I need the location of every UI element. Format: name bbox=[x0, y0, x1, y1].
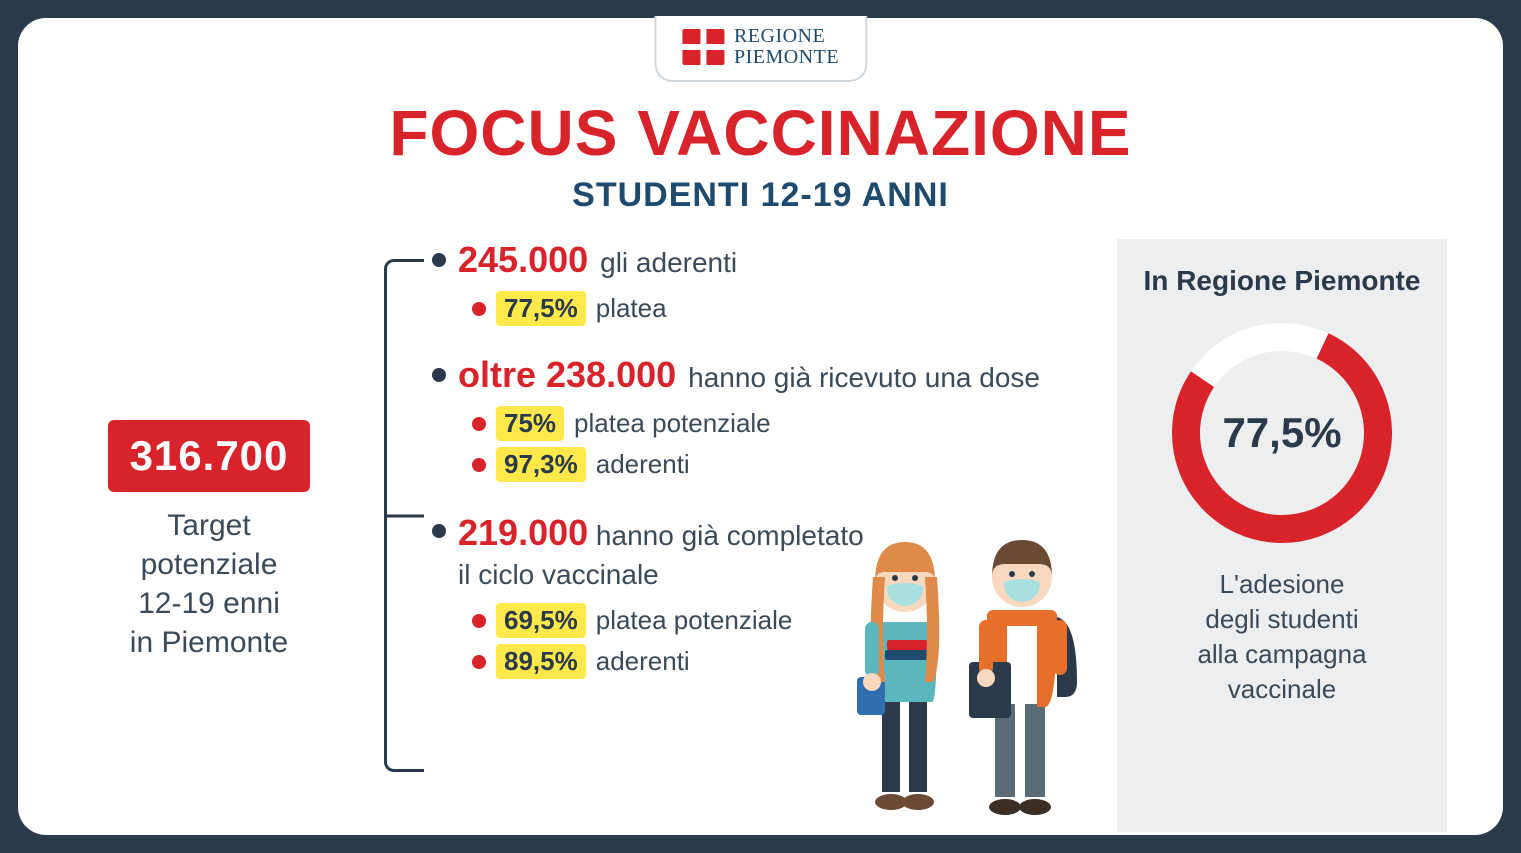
side-panel: In Regione Piemonte 77,5% L'adesionedegl… bbox=[1117, 239, 1447, 832]
target-badge: 316.700 bbox=[108, 420, 311, 492]
logo-text: REGIONE PIEMONTE bbox=[734, 26, 839, 68]
percent-highlight: 75% bbox=[496, 406, 564, 441]
donut-label: 77,5% bbox=[1172, 323, 1392, 543]
stat-strong: 219.000 bbox=[458, 512, 588, 553]
stat-sub-row: 75% platea potenziale bbox=[472, 406, 1077, 441]
stat-rest: gli aderenti bbox=[600, 247, 737, 279]
title-sub: STUDENTI 12-19 ANNI bbox=[18, 176, 1503, 215]
side-desc: L'adesionedegli studentialla campagnavac… bbox=[1197, 567, 1366, 707]
stat-item-head: oltre 238.000 hanno già ricevuto una dose bbox=[432, 354, 1077, 396]
stat-strong: oltre 238.000 bbox=[458, 354, 676, 396]
students-illustration bbox=[837, 522, 1097, 832]
percent-highlight: 97,3% bbox=[496, 447, 586, 482]
stat-sub-row: 97,3% aderenti bbox=[472, 447, 1077, 482]
percent-label: platea potenziale bbox=[596, 605, 793, 636]
percent-label: platea bbox=[596, 293, 667, 324]
stat-sub-row: 77,5% platea bbox=[472, 291, 1077, 326]
flag-icon bbox=[682, 29, 724, 65]
stat-sub-list: 75% platea potenziale 97,3% aderenti bbox=[472, 406, 1077, 482]
logo-line-1: REGIONE bbox=[734, 26, 839, 47]
donut-chart: 77,5% bbox=[1172, 323, 1392, 543]
title-main: FOCUS VACCINAZIONE bbox=[18, 96, 1503, 170]
logo-line-2: PIEMONTE bbox=[734, 47, 839, 68]
percent-highlight: 89,5% bbox=[496, 644, 586, 679]
percent-highlight: 69,5% bbox=[496, 603, 586, 638]
frame: REGIONE PIEMONTE FOCUS VACCINAZIONE STUD… bbox=[0, 0, 1521, 853]
stat-strong: 245.000 bbox=[458, 239, 588, 281]
stat-sub-list: 77,5% platea bbox=[472, 291, 1077, 326]
percent-highlight: 77,5% bbox=[496, 291, 586, 326]
target-desc: Targetpotenziale12-19 enniin Piemonte bbox=[130, 506, 288, 662]
percent-label: platea potenziale bbox=[574, 408, 771, 439]
stat-item: 245.000 gli aderenti 77,5% platea bbox=[432, 239, 1077, 326]
stat-rest: hanno già ricevuto una dose bbox=[688, 362, 1040, 394]
percent-label: aderenti bbox=[596, 449, 690, 480]
logo-tab: REGIONE PIEMONTE bbox=[654, 16, 867, 82]
card: REGIONE PIEMONTE FOCUS VACCINAZIONE STUD… bbox=[18, 18, 1503, 835]
side-title: In Regione Piemonte bbox=[1144, 265, 1421, 297]
stat-item: oltre 238.000 hanno già ricevuto una dose… bbox=[432, 354, 1077, 482]
content: 316.700 Targetpotenziale12-19 enniin Pie… bbox=[18, 215, 1503, 832]
bracket-icon bbox=[384, 259, 424, 772]
middle-column: 245.000 gli aderenti 77,5% platea oltre 238.… bbox=[384, 239, 1077, 832]
percent-label: aderenti bbox=[596, 646, 690, 677]
left-column: 316.700 Targetpotenziale12-19 enniin Pie… bbox=[74, 239, 344, 832]
stat-item-head: 245.000 gli aderenti bbox=[432, 239, 1077, 281]
